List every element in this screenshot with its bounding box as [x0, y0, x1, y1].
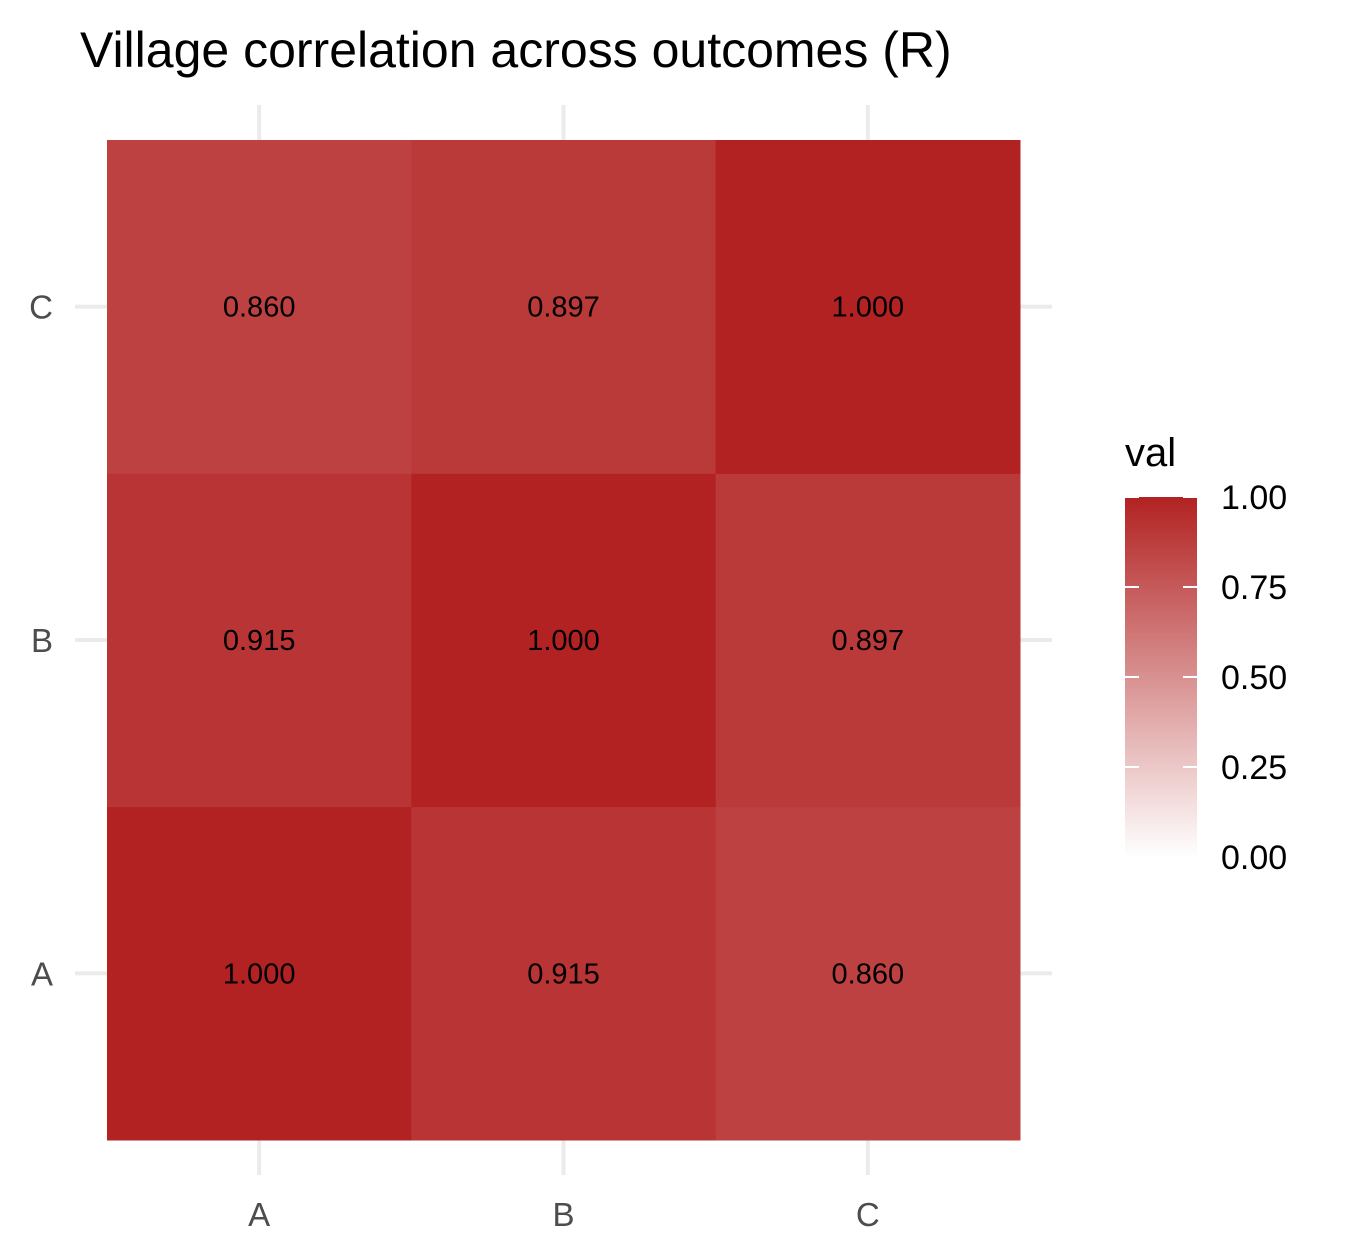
- cell-label-B-A: 0.915: [527, 958, 600, 990]
- y-tick-label-A: A: [31, 955, 53, 992]
- heatmap-cell-A-A: [107, 806, 412, 1141]
- x-tick-label-A: A: [248, 1196, 270, 1233]
- x-tick-label-B: B: [552, 1196, 574, 1233]
- heatmap-cell-A-C: [107, 140, 412, 474]
- heatmap-cell-C-A: [715, 806, 1021, 1141]
- heatmap-cell-C-C: [715, 140, 1021, 474]
- cell-label-A-A: 1.000: [223, 958, 296, 990]
- heatmap-cell-B-B: [411, 473, 717, 808]
- heatmap-cell-C-B: [715, 473, 1021, 808]
- legend-tick-label-1.00: 1.00: [1221, 479, 1287, 517]
- cell-label-B-C: 0.897: [527, 292, 600, 324]
- legend-tick-label-0.25: 0.25: [1221, 749, 1287, 787]
- legend-title: val: [1125, 431, 1176, 475]
- cell-label-A-B: 0.915: [223, 625, 296, 657]
- heatmap-cell-A-B: [107, 473, 412, 808]
- color-legend: val 1.00 0.75 0.50 0.25 0.00: [1125, 431, 1287, 877]
- heatmap-cell-B-A: [411, 806, 717, 1141]
- y-tick-label-C: C: [29, 289, 53, 326]
- cell-label-C-C: 1.000: [832, 292, 905, 324]
- heatmap-cells: [107, 140, 1021, 1141]
- axis-tick-labels: A B C A B C: [29, 289, 880, 1233]
- y-tick-label-B: B: [31, 622, 53, 659]
- cell-value-labels: 1.000 0.915 0.860 0.915 1.000 0.897 0.860 0.897…: [223, 292, 904, 991]
- cell-label-C-A: 0.860: [832, 958, 905, 990]
- x-tick-label-C: C: [856, 1196, 880, 1233]
- cell-label-B-B: 1.000: [527, 625, 600, 657]
- legend-tick-label-0.00: 0.00: [1221, 839, 1287, 877]
- legend-ticks: 1.00 0.75 0.50 0.25 0.00: [1125, 479, 1287, 877]
- chart-title: Village correlation across outcomes (R): [80, 22, 952, 78]
- cell-label-C-B: 0.897: [832, 625, 905, 657]
- heatmap-cell-B-C: [411, 140, 717, 474]
- legend-tick-label-0.75: 0.75: [1221, 569, 1287, 607]
- cell-label-A-C: 0.860: [223, 292, 296, 324]
- legend-tick-label-0.50: 0.50: [1221, 659, 1287, 697]
